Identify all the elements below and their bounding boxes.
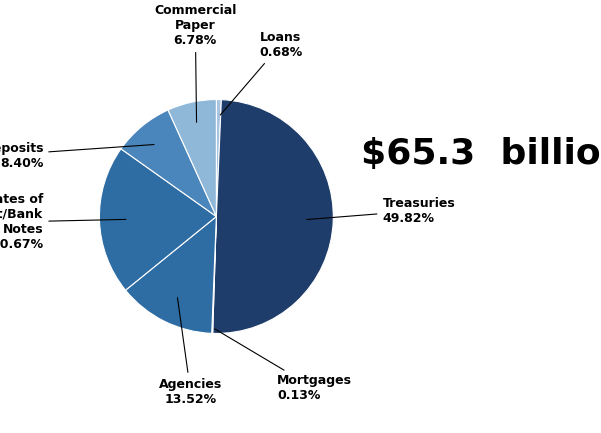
Wedge shape xyxy=(99,149,216,290)
Wedge shape xyxy=(168,100,216,216)
Text: Certificates of
Deposit/Bank
Notes
20.67%: Certificates of Deposit/Bank Notes 20.67… xyxy=(0,194,126,251)
Text: Loans
0.68%: Loans 0.68% xyxy=(221,31,302,115)
Text: Time Deposits
8.40%: Time Deposits 8.40% xyxy=(0,142,154,170)
Wedge shape xyxy=(212,216,216,333)
Text: Treasuries
49.82%: Treasuries 49.82% xyxy=(307,197,455,225)
Wedge shape xyxy=(216,100,221,216)
Wedge shape xyxy=(213,100,334,333)
Wedge shape xyxy=(121,110,216,216)
Text: $65.3  billion: $65.3 billion xyxy=(361,137,601,171)
Text: Commercial
Paper
6.78%: Commercial Paper 6.78% xyxy=(154,4,237,122)
Text: Agencies
13.52%: Agencies 13.52% xyxy=(159,297,222,406)
Text: Mortgages
0.13%: Mortgages 0.13% xyxy=(215,329,352,402)
Wedge shape xyxy=(126,216,216,333)
